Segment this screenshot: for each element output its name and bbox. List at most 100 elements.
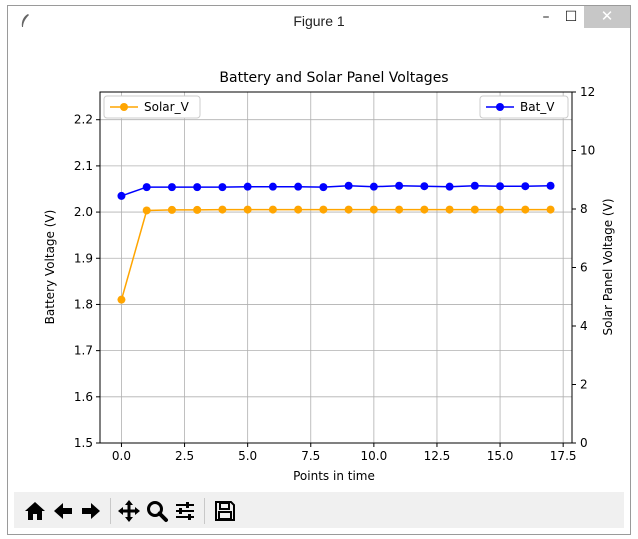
legend-bat-frame (479, 95, 569, 119)
maximize-icon: ☐ (564, 9, 578, 25)
data-point-solar-v (193, 205, 202, 214)
data-point-solar-v (117, 295, 126, 304)
legend-solar-frame (103, 95, 201, 119)
data-point-solar-v (470, 205, 479, 214)
y-tick-label: 1.5 (74, 436, 93, 450)
data-point-solar-v (395, 205, 404, 214)
data-point-bat-v (268, 182, 277, 191)
series-layer (117, 181, 555, 304)
ticks: 0.0 2.5 5.0 7.5 10.0 12.5 15.0 17.5 1.5 1.6 1.7 1.8… (74, 85, 595, 463)
toolbar-separator (204, 498, 205, 524)
data-point-solar-v (445, 205, 454, 214)
save-button[interactable] (212, 498, 238, 524)
data-point-bat-v (420, 182, 429, 191)
x-tick-label: 12.5 (424, 449, 451, 463)
window-title: Figure 1 (293, 13, 345, 29)
legend-solar: Solar_V (103, 95, 201, 119)
zoom-button[interactable] (144, 498, 170, 524)
data-point-solar-v (268, 205, 277, 214)
arrow-left-icon (54, 503, 72, 519)
y2-tick-label: 12 (580, 85, 595, 99)
data-point-solar-v (218, 205, 227, 214)
data-point-solar-v (420, 205, 429, 214)
data-point-bat-v (193, 183, 202, 192)
series-line-solar-v (120, 208, 551, 300)
y2-tick-label: 6 (580, 261, 588, 275)
data-point-bat-v (445, 182, 454, 191)
forward-button[interactable] (78, 498, 104, 524)
y-axis-label: Battery Voltage (V) (43, 210, 57, 325)
minimize-button[interactable]: – (535, 6, 557, 28)
data-point-solar-v (319, 205, 328, 214)
data-point-solar-v (496, 205, 505, 214)
legend-bat: Bat_V (479, 95, 569, 119)
y2-axis-label: Solar Panel Voltage (V) (601, 199, 615, 336)
save-icon (215, 501, 235, 521)
data-point-bat-v (369, 182, 378, 191)
data-point-bat-v (243, 182, 252, 191)
data-point-solar-v (546, 205, 555, 214)
y-tick-label: 1.6 (74, 390, 93, 404)
series-line-bat-v (121, 185, 551, 197)
y-tick-label: 1.8 (74, 297, 93, 311)
data-point-bat-v (294, 182, 303, 191)
y-tick-label: 2.0 (74, 205, 93, 219)
data-point-solar-v (167, 205, 176, 214)
data-point-solar-v (369, 205, 378, 214)
data-point-bat-v (117, 191, 126, 200)
maximize-button[interactable]: ☐ (560, 6, 582, 28)
data-point-bat-v (470, 181, 479, 190)
y2-tick-label: 2 (580, 378, 588, 392)
data-point-solar-v (243, 205, 252, 214)
chart: 0.0 2.5 5.0 7.5 10.0 12.5 15.0 17.5 1.5 1.6 1.7 1.8… (43, 70, 615, 483)
y-tick-label: 2.1 (74, 159, 93, 173)
data-point-bat-v (546, 181, 555, 190)
data-point-solar-v (142, 206, 151, 215)
y-tick-label: 1.7 (74, 344, 93, 358)
data-point-bat-v (142, 183, 151, 192)
legend-bat-label: Bat_V (520, 100, 555, 114)
legend-solar-marker (120, 103, 128, 111)
data-point-bat-v (344, 181, 353, 190)
chart-title: Battery and Solar Panel Voltages (219, 70, 448, 86)
pan-button[interactable] (116, 498, 142, 524)
y2-tick-label: 0 (580, 436, 588, 450)
feather-icon (21, 14, 29, 27)
data-point-solar-v (344, 205, 353, 214)
x-tick-label: 7.5 (301, 449, 320, 463)
arrow-right-icon (82, 503, 100, 519)
minimize-icon: – (542, 9, 550, 25)
data-point-bat-v (521, 182, 530, 191)
data-point-solar-v (521, 205, 530, 214)
configure-button[interactable] (172, 498, 198, 524)
close-icon: ✕ (600, 7, 614, 25)
data-point-bat-v (218, 183, 227, 192)
home-button[interactable] (22, 498, 48, 524)
legend-bat-marker (496, 103, 504, 111)
data-point-bat-v (395, 181, 404, 190)
toolbar-separator (110, 498, 111, 524)
y2-tick-label: 10 (580, 144, 595, 158)
x-tick-label: 10.0 (361, 449, 388, 463)
data-point-solar-v (294, 205, 303, 214)
y-tick-label: 2.2 (74, 113, 93, 127)
home-icon (25, 502, 45, 520)
x-tick-label: 0.0 (112, 449, 131, 463)
x-tick-label: 15.0 (487, 449, 514, 463)
grid-lines (100, 92, 572, 444)
back-button[interactable] (50, 498, 76, 524)
sliders-icon (176, 502, 194, 520)
data-point-bat-v (167, 183, 176, 192)
data-point-bat-v (496, 182, 505, 191)
figure-window: Figure 1 – ☐ ✕ 0.0 2.5 5.0 7.5 10.0 12.5 15.0 1… (7, 5, 631, 535)
data-point-bat-v (319, 183, 328, 192)
x-tick-label: 5.0 (238, 449, 257, 463)
y2-tick-label: 4 (580, 319, 588, 333)
move-icon (118, 500, 140, 522)
x-axis-label: Points in time (293, 469, 375, 483)
title-bar[interactable]: Figure 1 – ☐ ✕ (8, 6, 630, 36)
navigation-toolbar (14, 492, 624, 528)
legend-solar-label: Solar_V (144, 100, 190, 114)
zoom-icon (147, 501, 168, 522)
close-button[interactable]: ✕ (584, 6, 630, 28)
